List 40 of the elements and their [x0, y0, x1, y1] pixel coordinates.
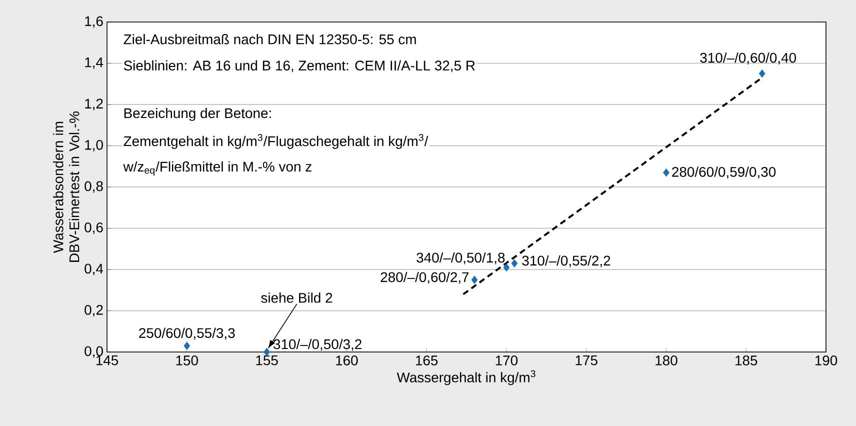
- y-tick-label: 0,4: [84, 264, 104, 276]
- y-axis-title: Wasserabsondern im DBV-Eimertest in Vol.-%: [53, 112, 80, 262]
- annotation: Bezeichung der Betone:: [124, 108, 271, 121]
- y-tick-label: 1,2: [85, 98, 103, 110]
- annotation: 280/–/0,60/2,7: [380, 272, 469, 284]
- point: [511, 259, 518, 268]
- point: [184, 342, 190, 350]
- x-tick-label: 165: [416, 356, 438, 366]
- x-tick-label: 175: [576, 356, 598, 366]
- annotation: 280/60/0,59/0,30: [672, 166, 776, 179]
- point: [471, 276, 478, 284]
- point: [663, 168, 670, 177]
- x-tick-label: 180: [656, 356, 678, 366]
- x-tick-label: 145: [96, 356, 118, 366]
- annotation: 310/–/0,50/3,2: [274, 338, 362, 351]
- x-tick-label: 190: [815, 356, 838, 366]
- x-tick-label: 170: [496, 356, 518, 366]
- annotation: Zementgehalt in kg/m$^{3}$/Flugaschegehalt in kg/m$^{3}$/: [124, 134, 428, 149]
- point: [503, 263, 510, 272]
- annotation: Sieblinien: AB 16 und B 16, Zement: CEM II/A-LL 32,5 R: [124, 60, 475, 72]
- point: [758, 69, 766, 78]
- y-tick-label: 0,8: [84, 181, 103, 193]
- x-tick-label: 160: [336, 356, 358, 366]
- y-tick-label: 1,6: [85, 16, 103, 28]
- annotation: 250/60/0,55/3,3: [139, 328, 235, 340]
- y-tick-label: 0,2: [84, 304, 103, 317]
- x-tick-label: 155: [256, 356, 278, 366]
- annotation: w/z$_{eq}$/Fließmittel in M.-% von z: [123, 161, 312, 176]
- x-tick-label: 150: [176, 356, 198, 366]
- annotation: 310/–/0,60/0,40: [700, 52, 796, 64]
- y-tick-label: 1,4: [85, 58, 104, 69]
- annotation: siehe Bild 2: [261, 292, 332, 303]
- annotation: Ziel-Ausbreitmaß nach DIN EN 12350-5: 55 cm: [124, 34, 416, 44]
- y-tick-label: 1,0: [85, 140, 103, 152]
- x-tick-label: 185: [736, 356, 758, 366]
- annotation: 310/–/0,55/2,2: [522, 255, 610, 268]
- y-tick-label: 0,6: [84, 222, 103, 234]
- y-tick-label: 0,0: [84, 346, 103, 358]
- x-axis-title: Wassergehalt in kg/m$^{3}$: [396, 370, 536, 386]
- annotation: 340/–/0,50/1,8: [416, 252, 505, 264]
